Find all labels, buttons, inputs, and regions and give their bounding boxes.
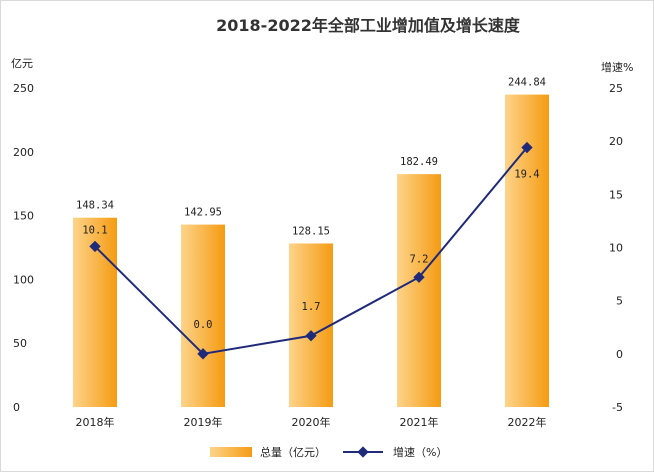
line-value-label: 0.0	[194, 319, 213, 331]
line-point	[305, 330, 317, 342]
line-value-label: 10.1	[82, 224, 107, 236]
right-tick-label: 0	[616, 348, 623, 361]
left-tick-label: 200	[13, 146, 34, 159]
bar-series	[73, 94, 549, 407]
left-axis-label: 亿元	[11, 57, 33, 70]
chart-title: 2018-2022年全部工业增加值及增长速度	[216, 16, 521, 35]
left-tick-label: 250	[13, 82, 34, 95]
right-tick-label: 10	[609, 242, 623, 255]
bar-value-label: 182.49	[400, 156, 438, 168]
bar	[397, 174, 441, 407]
line-value-label: 1.7	[302, 301, 321, 313]
bar-value-labels: 148.34 142.95 128.15 182.49 244.84	[76, 77, 546, 238]
bar-value-label: 128.15	[292, 225, 330, 237]
legend-label-line: 增速（%）	[393, 445, 447, 459]
category-label: 2021年	[400, 415, 439, 429]
line-point	[197, 348, 209, 360]
category-label: 2019年	[184, 415, 223, 429]
left-axis-ticks: 0 50 100 150 200 250	[13, 82, 34, 414]
left-tick-label: 100	[13, 273, 34, 286]
right-tick-label: 20	[609, 135, 623, 148]
legend-swatch-bar	[210, 447, 252, 457]
right-axis-label: 增速%	[601, 60, 633, 74]
bar	[505, 94, 549, 407]
line-point	[413, 271, 425, 283]
line-value-labels: 10.1 0.0 1.7 7.2 19.4	[82, 169, 539, 331]
left-tick-label: 0	[13, 401, 20, 414]
category-label: 2022年	[508, 415, 547, 429]
bar-value-label: 244.84	[508, 77, 546, 89]
right-tick-label: -5	[612, 401, 623, 414]
category-labels: 2018年 2019年 2020年 2021年 2022年	[76, 415, 547, 429]
left-tick-label: 50	[13, 337, 27, 350]
category-label: 2018年	[76, 415, 115, 429]
line-point	[521, 141, 533, 154]
bar-value-label: 148.34	[76, 200, 114, 212]
left-tick-label: 150	[13, 210, 34, 223]
right-tick-label: 25	[609, 82, 623, 95]
line-value-label: 19.4	[514, 169, 539, 181]
right-axis-ticks: -5 0 5 10 15 20 25	[609, 82, 623, 414]
right-tick-label: 15	[609, 188, 623, 201]
category-label: 2020年	[292, 415, 331, 429]
bar	[289, 243, 333, 407]
right-tick-label: 5	[616, 295, 623, 308]
bar-value-label: 142.95	[184, 207, 222, 219]
bar	[181, 224, 225, 407]
legend-marker-line	[357, 446, 369, 458]
legend: 总量（亿元） 增速（%）	[210, 445, 447, 459]
line-value-label: 7.2	[410, 253, 429, 265]
legend-label-bar: 总量（亿元）	[260, 445, 326, 459]
